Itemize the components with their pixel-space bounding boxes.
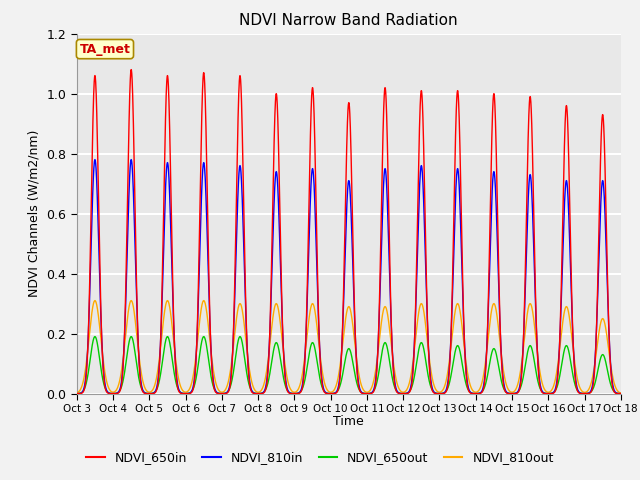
Text: TA_met: TA_met	[79, 43, 131, 56]
Legend: NDVI_650in, NDVI_810in, NDVI_650out, NDVI_810out: NDVI_650in, NDVI_810in, NDVI_650out, NDV…	[81, 446, 559, 469]
X-axis label: Time: Time	[333, 415, 364, 429]
Y-axis label: NDVI Channels (W/m2/nm): NDVI Channels (W/m2/nm)	[28, 130, 41, 297]
Title: NDVI Narrow Band Radiation: NDVI Narrow Band Radiation	[239, 13, 458, 28]
